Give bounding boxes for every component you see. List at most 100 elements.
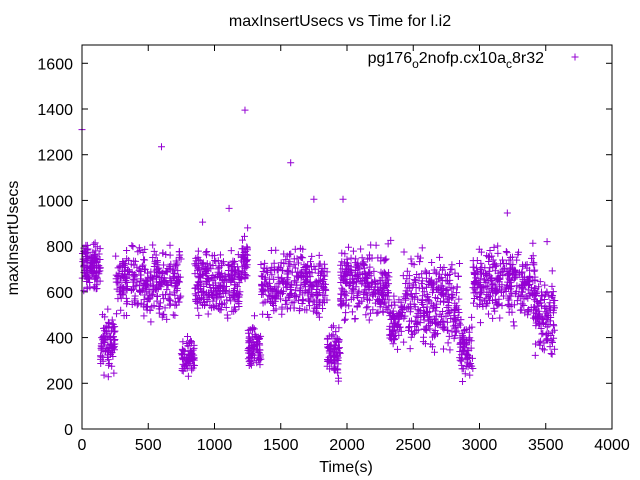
data-point xyxy=(192,292,200,300)
data-point xyxy=(489,314,497,322)
data-point xyxy=(274,263,282,271)
data-point xyxy=(355,299,363,307)
data-point xyxy=(206,261,214,269)
data-point xyxy=(324,340,332,348)
data-point xyxy=(278,303,286,311)
data-point xyxy=(352,255,360,263)
data-point xyxy=(250,325,258,333)
data-point xyxy=(503,281,511,289)
data-point xyxy=(194,285,202,293)
data-point xyxy=(354,269,362,277)
data-point xyxy=(315,301,323,309)
data-point xyxy=(550,322,558,330)
data-point xyxy=(251,330,259,338)
data-point xyxy=(89,267,97,275)
data-point xyxy=(445,280,453,288)
data-point xyxy=(153,297,161,305)
data-point xyxy=(394,345,402,353)
data-point xyxy=(403,275,411,283)
data-point xyxy=(101,336,109,344)
data-point xyxy=(376,286,384,294)
data-point xyxy=(193,299,201,307)
data-point xyxy=(470,294,478,302)
data-point xyxy=(93,258,101,266)
data-point xyxy=(227,278,235,286)
data-point xyxy=(385,273,393,281)
data-point xyxy=(125,267,133,275)
outlier-point xyxy=(287,159,295,167)
data-point xyxy=(390,334,398,342)
data-point xyxy=(217,281,225,289)
data-point xyxy=(206,283,214,291)
data-point xyxy=(440,297,448,305)
data-point xyxy=(507,285,515,293)
data-point xyxy=(350,285,358,293)
data-point xyxy=(358,280,366,288)
data-point xyxy=(315,262,323,270)
data-point xyxy=(334,338,342,346)
data-point xyxy=(128,285,136,293)
data-point xyxy=(191,260,199,268)
data-point xyxy=(242,247,250,255)
data-point xyxy=(283,270,291,278)
data-point xyxy=(253,346,261,354)
data-point xyxy=(179,346,187,354)
data-point xyxy=(303,289,311,297)
data-point xyxy=(357,245,365,253)
data-point xyxy=(403,267,411,275)
data-point xyxy=(373,309,381,317)
data-point xyxy=(436,263,444,271)
x-tick-label: 4000 xyxy=(594,437,630,454)
data-point xyxy=(227,247,235,255)
data-point xyxy=(166,241,174,249)
data-point xyxy=(113,310,121,318)
data-point xyxy=(88,254,96,262)
data-point xyxy=(517,300,525,308)
data-point xyxy=(551,345,559,353)
data-point xyxy=(295,273,303,281)
data-point xyxy=(536,320,544,328)
outlier-point xyxy=(310,195,318,203)
data-point xyxy=(282,279,290,287)
data-point xyxy=(263,269,271,277)
data-point xyxy=(227,297,235,305)
data-point xyxy=(369,290,377,298)
data-point xyxy=(379,308,387,316)
data-point xyxy=(337,301,345,309)
data-point xyxy=(203,296,211,304)
data-point xyxy=(210,293,218,301)
data-point xyxy=(433,303,441,311)
data-point xyxy=(332,328,340,336)
data-point xyxy=(86,263,94,271)
data-point xyxy=(415,274,423,282)
data-point xyxy=(321,291,329,299)
data-point xyxy=(179,338,187,346)
data-point xyxy=(406,300,414,308)
data-point xyxy=(456,321,464,329)
data-point xyxy=(207,265,215,273)
data-point xyxy=(223,282,231,290)
y-axis-label: maxInsertUsecs xyxy=(5,181,22,296)
data-point xyxy=(166,301,174,309)
data-point xyxy=(493,300,501,308)
data-point xyxy=(95,250,103,258)
data-point xyxy=(476,275,484,283)
data-point xyxy=(360,294,368,302)
data-point xyxy=(128,241,136,249)
data-point xyxy=(347,295,355,303)
data-point xyxy=(529,277,537,285)
data-point xyxy=(383,305,391,313)
data-point xyxy=(405,323,413,331)
data-point xyxy=(259,267,267,275)
data-point xyxy=(241,262,249,270)
data-point xyxy=(247,336,255,344)
data-point xyxy=(491,287,499,295)
data-point xyxy=(264,296,272,304)
data-point xyxy=(173,259,181,267)
data-point xyxy=(509,318,517,326)
data-point xyxy=(400,248,408,256)
data-point xyxy=(455,319,463,327)
data-point xyxy=(455,309,463,317)
data-point xyxy=(536,278,544,286)
